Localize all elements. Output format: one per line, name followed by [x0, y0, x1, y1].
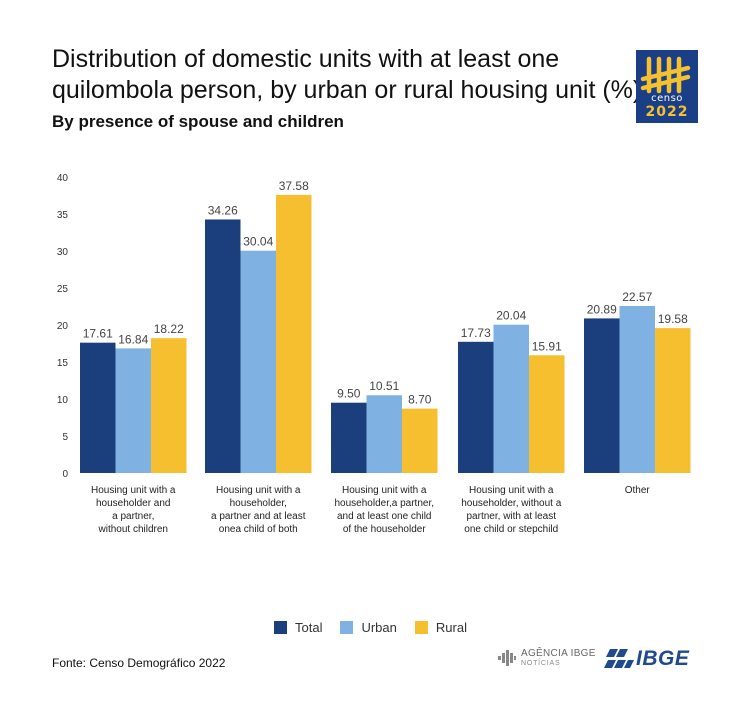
bar-urban [619, 305, 655, 473]
ibge-emblem-icon [604, 649, 634, 668]
agencia-line1: AGÊNCIA IBGE [521, 648, 596, 659]
logo-year: 2022 [645, 104, 689, 120]
agencia-line2: NOTÍCIAS [521, 660, 561, 667]
category-label-line: onea child of both [218, 524, 298, 535]
data-label: 9.50 [337, 387, 361, 401]
data-label: 37.58 [279, 179, 309, 193]
y-tick-label: 15 [57, 358, 69, 369]
category-label-line: householder and [95, 498, 171, 509]
category-label: Housing unit with a householder, a partner… [195, 484, 321, 536]
data-label: 18.22 [154, 322, 184, 336]
category-label-line: Housing unit with a [91, 485, 176, 496]
data-label: 10.51 [369, 379, 399, 393]
bar-total [331, 402, 367, 473]
bar-rural [529, 355, 565, 473]
agencia-icon [498, 650, 516, 666]
source-note: Fonte: Censo Demográfico 2022 [52, 656, 226, 670]
chart-subtitle: By presence of spouse and children [52, 112, 344, 131]
category-label: Other [574, 484, 700, 497]
category-label-line: householder, [229, 498, 287, 509]
legend-swatch-urban [340, 621, 354, 634]
y-tick-label: 10 [57, 395, 69, 406]
legend-item-urban: Urban [340, 620, 397, 635]
category-label-line: Housing unit with a [469, 485, 554, 496]
category-label-line: Housing unit with a [342, 485, 427, 496]
legend-label-total: Total [295, 620, 323, 635]
data-label: 20.89 [587, 302, 617, 316]
category-label: Housing unit with a householder and a part… [70, 484, 196, 536]
bar-total [80, 342, 116, 473]
bar-rural [402, 408, 438, 473]
category-label-line: a partner, [112, 511, 155, 522]
y-tick-label: 0 [62, 469, 68, 480]
category-label-line: Housing unit with a [216, 485, 301, 496]
bar-urban [240, 250, 276, 473]
chart-title: Distribution of domestic units with at l… [52, 45, 642, 104]
category-label-line: householder, without a [461, 498, 562, 509]
data-label: 19.58 [658, 312, 688, 326]
data-label: 8.70 [408, 393, 432, 407]
category-label-line: without children [98, 524, 168, 535]
bar-total [458, 341, 494, 473]
y-tick-label: 20 [57, 321, 69, 332]
legend-item-rural: Rural [414, 620, 467, 635]
data-label: 17.73 [461, 326, 491, 340]
bar-total [205, 219, 241, 473]
logo-word: censo [651, 93, 683, 104]
censo-2022-logo: censo 2022 [636, 50, 698, 123]
legend-label-urban: Urban [361, 620, 397, 635]
bar-urban [366, 395, 402, 473]
category-label-line: householder,a partner, [334, 498, 435, 509]
category-label-line: partner, with at least [466, 511, 557, 522]
legend-swatch-total [274, 621, 287, 634]
data-label: 30.04 [243, 235, 273, 249]
bar-urban [115, 348, 151, 473]
data-label: 22.57 [622, 290, 652, 304]
category-label: Housing unit with a householder,a partner… [321, 484, 447, 536]
data-label: 34.26 [208, 203, 238, 217]
bar-rural [655, 328, 691, 473]
data-label: 15.91 [532, 339, 562, 353]
category-label-line: Other [624, 485, 650, 496]
legend-swatch-rural [414, 621, 428, 634]
ibge-logo: IBGE [604, 646, 699, 672]
data-label: 16.84 [118, 332, 148, 346]
y-tick-label: 35 [57, 210, 69, 221]
legend-label-rural: Rural [435, 620, 467, 635]
y-tick-label: 40 [57, 173, 69, 184]
legend: Total Urban Rural [274, 620, 467, 635]
ibge-word: IBGE [636, 647, 690, 670]
category-label-line: and at least one child [336, 511, 432, 522]
agencia-ibge-logo: AGÊNCIA IBGE NOTÍCIAS [497, 646, 597, 672]
legend-item-total: Total [274, 620, 322, 635]
category-label-line: of the householder [342, 524, 426, 535]
bar-urban [493, 324, 529, 473]
data-label: 20.04 [496, 309, 526, 323]
tally-marks-icon [640, 56, 691, 94]
category-label-line: a partner and at least [210, 511, 306, 522]
bar-total [584, 318, 620, 473]
bar-rural [151, 338, 187, 473]
y-tick-label: 5 [62, 432, 68, 443]
bar-rural [276, 194, 312, 473]
category-label-line: one child or stepchild [464, 524, 559, 535]
y-tick-label: 25 [57, 284, 69, 295]
category-label: Housing unit with a householder, without … [448, 484, 574, 536]
y-tick-label: 30 [57, 247, 69, 258]
data-label: 17.61 [83, 327, 113, 341]
